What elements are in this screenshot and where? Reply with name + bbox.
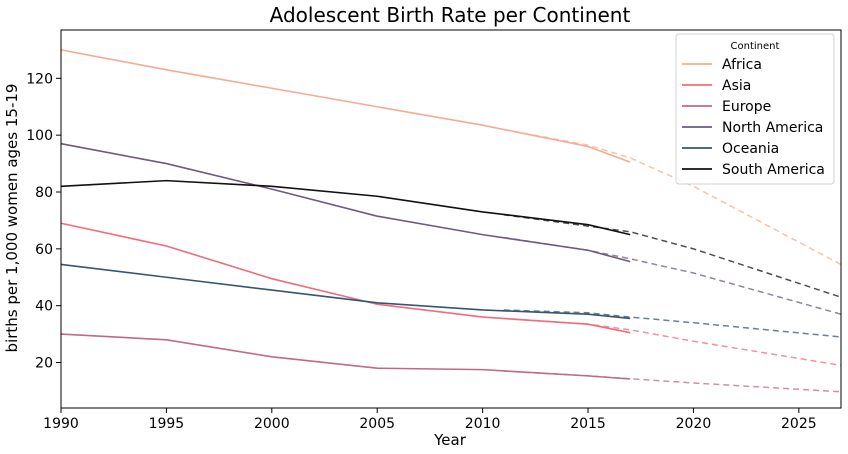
x-tick-label: 2005 (359, 416, 395, 432)
y-tick-label: 120 (26, 71, 53, 87)
x-tick-label: 2010 (465, 416, 501, 432)
legend-label-africa: Africa (722, 57, 762, 73)
x-axis-label: Year (433, 431, 467, 449)
series-line-africa (60, 49, 631, 163)
legend-frame (675, 33, 835, 185)
legend-label-asia: Asia (722, 78, 751, 94)
series-forecast-line-south-america (503, 213, 842, 298)
x-tick-label: 2020 (676, 416, 712, 432)
series-line-south-america (60, 179, 631, 236)
legend-title: Continent (731, 41, 780, 52)
y-tick-label: 40 (35, 299, 53, 315)
x-tick-label: 2015 (570, 416, 606, 432)
legend-label-south-america: South America (722, 162, 825, 178)
series-forecast-line-north-america (503, 236, 842, 315)
legend-label-oceania: Oceania (722, 141, 779, 157)
y-tick-label: 100 (26, 128, 53, 144)
x-tick-label: 1990 (43, 416, 79, 432)
legend-label-north-america: North America (722, 120, 823, 136)
plot-area: 1990 1995 2000 2005 2010 2015 2020 2025 20 40 60 80… (26, 29, 842, 432)
y-tick-label: 20 (35, 356, 53, 372)
chart-title: Adolescent Birth Rate per Continent (270, 3, 631, 27)
y-axis-label: births per 1,000 women ages 15-19 (3, 84, 21, 353)
y-tick-label: 80 (35, 185, 53, 201)
x-tick-label: 1995 (149, 416, 185, 432)
series-line-north-america (60, 142, 631, 263)
series-forecast-line-africa (503, 128, 842, 266)
x-tick-label: 2025 (781, 416, 817, 432)
y-tick-label: 60 (35, 242, 53, 258)
series-forecast-line-oceania (503, 309, 842, 338)
series-line-europe (60, 333, 631, 380)
legend-label-europe: Europe (722, 99, 771, 115)
legend: Continent Africa Asia Europe North America O… (675, 33, 835, 185)
series-forecast-line-asia (503, 317, 842, 367)
x-tick-label: 2000 (254, 416, 290, 432)
series-line-asia (60, 222, 631, 334)
legend-items: Africa Asia Europe North America Oceania Sout… (682, 57, 825, 178)
plot-frame (60, 29, 842, 409)
series-line-oceania (60, 263, 631, 320)
